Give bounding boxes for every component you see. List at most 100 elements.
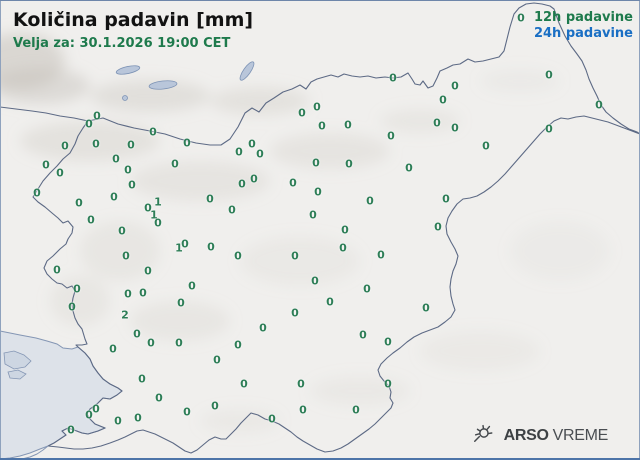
station-value: 0 [451, 79, 459, 93]
station-value: 0 [366, 194, 374, 208]
station-value: 0 [154, 216, 162, 230]
station-value: 0 [61, 139, 69, 153]
frame-bottom-edge [0, 458, 640, 460]
station-value: 0 [314, 185, 322, 199]
station-value: 0 [75, 196, 83, 210]
station-value: 0 [234, 338, 242, 352]
station-value: 0 [442, 192, 450, 206]
station-value: 0 [177, 296, 185, 310]
station-value: 0 [109, 342, 117, 356]
station-value: 0 [595, 98, 603, 112]
station-value: 0 [235, 145, 243, 159]
station-value: 0 [545, 68, 553, 82]
station-value: 0 [341, 223, 349, 237]
station-value: 0 [248, 137, 256, 151]
station-value: 1 [150, 208, 158, 222]
station-value: 0 [387, 129, 395, 143]
station-value: 0 [345, 157, 353, 171]
sea-shape [0, 330, 123, 460]
station-value: 0 [124, 287, 132, 301]
station-value: 0 [389, 71, 397, 85]
terrain-relief [0, 33, 610, 433]
station-value: 0 [133, 327, 141, 341]
station-value: 0 [312, 156, 320, 170]
map-header: Količina padavin [mm] Velja za: 30.1.202… [13, 9, 253, 51]
brand-org: ARSO [503, 426, 549, 444]
lagoon-shape [7, 369, 27, 380]
station-value: 0 [112, 152, 120, 166]
station-value: 0 [384, 335, 392, 349]
station-value: 0 [439, 93, 447, 107]
station-value: 0 [171, 157, 179, 171]
station-value: 0 [114, 414, 122, 428]
station-value: 0 [268, 412, 276, 426]
station-value: 0 [228, 203, 236, 217]
station-value: 0 [318, 119, 326, 133]
station-value: 0 [139, 286, 147, 300]
lagoon-shape [3, 350, 32, 370]
station-value: 0 [238, 177, 246, 191]
station-value: 0 [359, 328, 367, 342]
station-value: 0 [344, 118, 352, 132]
station-value: 0 [73, 282, 81, 296]
station-value: 0 [363, 282, 371, 296]
brand-product: VREME [552, 426, 609, 444]
page-title: Količina padavin [mm] [13, 9, 254, 31]
station-value: 0 [291, 249, 299, 263]
station-value: 0 [144, 264, 152, 278]
station-value: 0 [181, 237, 189, 251]
station-value: 0 [299, 403, 307, 417]
legend: 12h padavine 24h padavine [534, 10, 633, 42]
branding: ARSO VREME [472, 422, 608, 449]
austria-italy-border [0, 106, 89, 122]
valid-time-label: Velja za: 30.1.2026 19:00 CET [13, 36, 231, 51]
station-value: 0 [451, 121, 459, 135]
station-value: 0 [352, 403, 360, 417]
station-value: 0 [134, 411, 142, 425]
station-value: 0 [326, 295, 334, 309]
station-value: 0 [206, 192, 214, 206]
station-value: 0 [482, 139, 490, 153]
station-value: 0 [92, 402, 100, 416]
station-value: 0 [118, 224, 126, 238]
station-value: 1 [175, 241, 183, 255]
station-value: 0 [149, 125, 157, 139]
station-value: 0 [85, 117, 93, 131]
station-value: 0 [53, 263, 61, 277]
station-value: 0 [213, 353, 221, 367]
station-value: 0 [422, 301, 430, 315]
station-value: 0 [377, 248, 385, 262]
station-value: 0 [110, 190, 118, 204]
station-value: 0 [517, 11, 525, 25]
legend-12h-label: 12h padavine [533, 10, 633, 25]
station-value: 0 [434, 220, 442, 234]
station-value: 0 [256, 147, 264, 161]
station-value: 0 [42, 158, 50, 172]
station-value: 0 [124, 163, 132, 177]
station-value: 0 [433, 116, 441, 130]
station-value: 0 [122, 249, 130, 263]
station-value: 0 [250, 172, 258, 186]
station-value: 0 [207, 240, 215, 254]
station-value: 0 [188, 279, 196, 293]
station-value: 0 [240, 377, 248, 391]
station-value: 2 [121, 308, 129, 322]
slovenia-border [32, 2, 640, 454]
station-value: 0 [144, 201, 152, 215]
station-value: 0 [183, 405, 191, 419]
station-value: 0 [298, 106, 306, 120]
station-value: 0 [56, 166, 64, 180]
station-value: 0 [259, 321, 267, 335]
station-value: 0 [92, 137, 100, 151]
station-value: 0 [138, 372, 146, 386]
legend-24h-label: 24h padavine [533, 26, 633, 41]
istria-coast-line [21, 445, 49, 460]
station-value: 0 [175, 336, 183, 350]
station-value: 0 [291, 306, 299, 320]
station-value: 0 [309, 208, 317, 222]
station-value: 0 [67, 423, 75, 437]
station-value: 0 [183, 136, 191, 150]
station-value: 0 [384, 377, 392, 391]
